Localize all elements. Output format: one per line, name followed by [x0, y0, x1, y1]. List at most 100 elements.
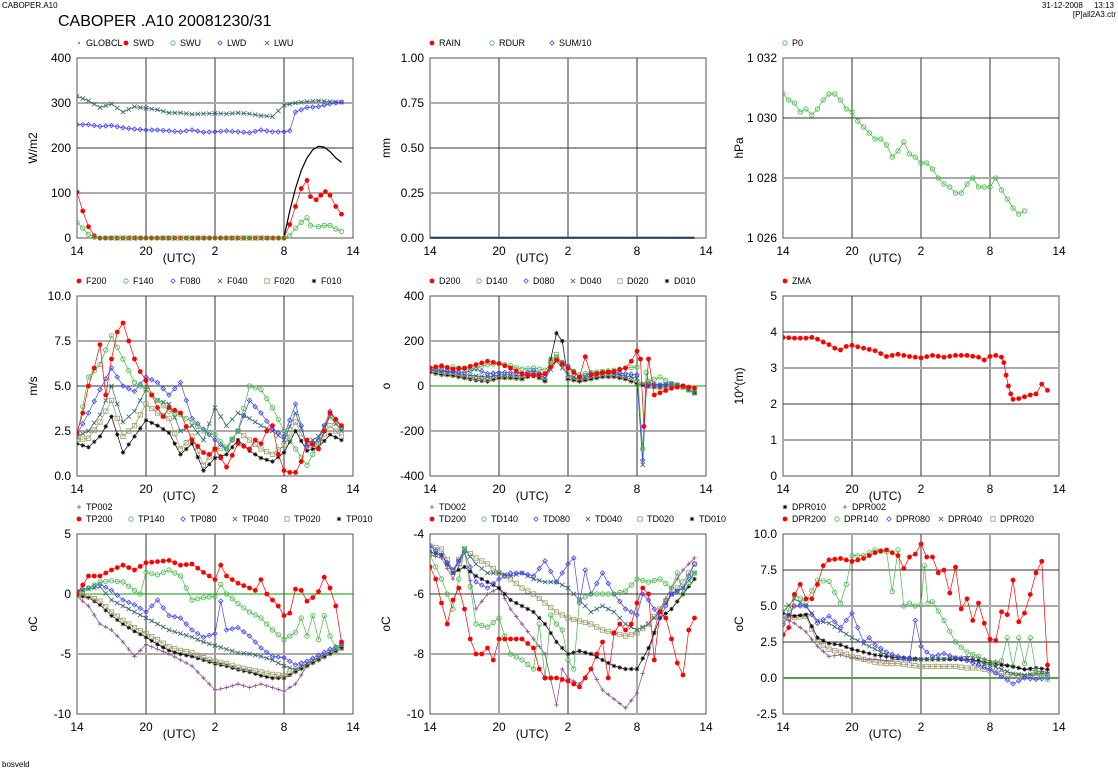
data-point [194, 630, 201, 637]
data-point [115, 617, 120, 622]
x-tick-label: 14 [776, 244, 790, 258]
data-point [553, 621, 560, 627]
x-tick-label: 20 [492, 720, 506, 734]
series-layer [430, 236, 695, 239]
data-point [200, 634, 207, 640]
data-point [327, 222, 333, 228]
data-point [196, 235, 202, 241]
data-point [269, 404, 276, 411]
data-point [663, 580, 669, 587]
data-point [172, 570, 178, 576]
data-point [992, 670, 999, 676]
data-point [809, 636, 814, 642]
data-point [884, 547, 889, 553]
data-point [969, 660, 976, 666]
data-point [1001, 360, 1007, 365]
data-point [1039, 672, 1045, 678]
data-point [172, 431, 178, 437]
y-tick-label: 5.0 [760, 599, 777, 613]
data-point [184, 660, 189, 666]
data-point [217, 598, 224, 604]
data-point [80, 431, 86, 437]
data-point [80, 594, 85, 599]
data-point [473, 651, 479, 657]
series-td040 [430, 546, 697, 633]
data-point [184, 446, 189, 452]
data-point [462, 375, 467, 381]
data-point [298, 219, 304, 225]
data-point [178, 110, 183, 116]
data-point [611, 591, 617, 597]
data-point [455, 369, 462, 375]
data-point [444, 621, 450, 627]
y-axis-label: oC [26, 616, 40, 632]
data-point [109, 613, 114, 618]
data-point [975, 653, 982, 660]
data-point [189, 561, 195, 567]
data-point [645, 597, 652, 603]
series-tp040 [77, 584, 344, 673]
data-point [91, 582, 97, 588]
series-dpr020 [783, 613, 1051, 680]
data-point [803, 596, 809, 602]
data-point [582, 354, 588, 360]
data-point [200, 129, 207, 136]
data-point [241, 443, 247, 449]
data-point [114, 565, 120, 570]
data-point [456, 563, 461, 568]
data-point [918, 160, 924, 166]
data-point [900, 655, 907, 661]
data-point [169, 235, 176, 241]
y-tick-label: 1 028 [747, 171, 777, 185]
data-point [674, 570, 680, 576]
data-point [889, 353, 895, 358]
data-point [195, 656, 200, 661]
data-point [792, 621, 797, 626]
data-point [258, 127, 264, 133]
data-point [577, 648, 582, 654]
data-point [131, 587, 138, 594]
data-point [617, 367, 623, 373]
data-point [143, 635, 149, 640]
legend-label: SWD [133, 38, 154, 48]
data-point [929, 653, 936, 660]
data-point [791, 603, 798, 609]
x-tick-label: 2 [565, 244, 572, 258]
data-point [502, 591, 507, 597]
legend-label: TD080 [543, 514, 570, 524]
data-point [137, 383, 143, 389]
data-point [269, 653, 276, 660]
data-point [530, 591, 537, 597]
data-point [450, 373, 456, 379]
data-point [502, 375, 507, 381]
y-tick-label: 5 [64, 527, 71, 541]
data-point [218, 111, 224, 117]
y-tick-label: 1 032 [747, 51, 777, 65]
data-point [235, 681, 241, 687]
data-point [935, 608, 941, 614]
data-point [92, 612, 97, 618]
x-tick-label: 20 [139, 482, 153, 496]
data-point [307, 222, 314, 228]
data-point [339, 639, 344, 645]
data-point [264, 670, 270, 676]
data-point [832, 653, 837, 658]
y-tick-label: 2.5 [54, 424, 71, 438]
data-point [149, 420, 154, 426]
data-point [542, 579, 548, 585]
data-point [125, 125, 132, 132]
data-point [189, 111, 195, 117]
data-point [623, 666, 628, 672]
data-point [588, 591, 594, 597]
data-point [826, 578, 832, 585]
data-point [316, 446, 321, 452]
data-point [1022, 672, 1027, 678]
data-point [230, 445, 235, 450]
data-point [292, 225, 299, 231]
data-point [594, 371, 600, 377]
data-point [304, 99, 310, 105]
data-point [462, 365, 467, 371]
data-point [935, 656, 941, 662]
data-point [218, 644, 224, 650]
